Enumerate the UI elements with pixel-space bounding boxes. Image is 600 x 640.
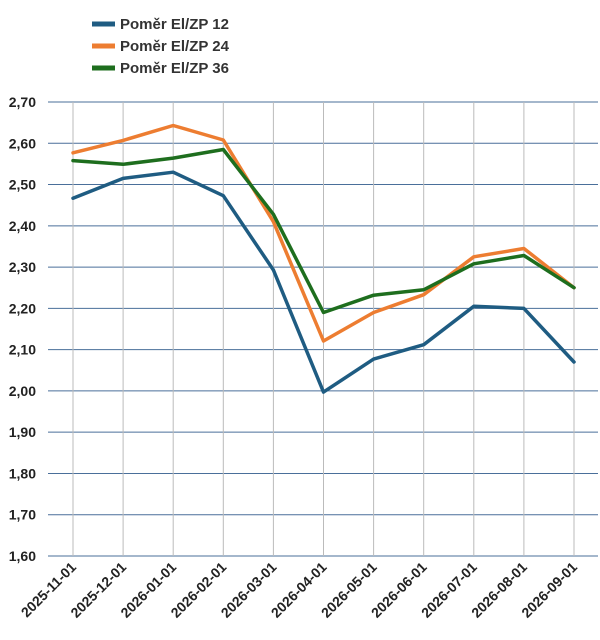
series-line-2 — [71, 123, 576, 343]
y-tick-label: 2,70 — [9, 94, 36, 110]
y-tick-label: 2,20 — [9, 300, 36, 316]
legend-label: Poměr El/ZP 12 — [120, 16, 229, 33]
y-tick-label: 2,10 — [9, 342, 36, 358]
series-lines — [71, 123, 576, 394]
x-axis-tick-labels: 2025-11-012025-12-012026-01-012026-02-01… — [18, 559, 581, 621]
y-tick-label: 2,30 — [9, 259, 36, 275]
y-tick-label: 1,70 — [9, 507, 36, 523]
y-tick-label: 2,60 — [9, 135, 36, 151]
y-tick-label: 1,80 — [9, 465, 36, 481]
y-tick-label: 1,60 — [9, 548, 36, 564]
y-axis-tick-labels: 1,60 1,70 1,80 1,90 2,00 2,10 2,20 2,30 2,40 2,50… — [9, 94, 36, 564]
y-tick-label: 2,00 — [9, 383, 36, 399]
legend-label: Poměr El/ZP 24 — [120, 38, 230, 55]
y-tick-label: 2,40 — [9, 218, 36, 234]
legend: Poměr El/ZP 12 Poměr El/ZP 24 Poměr El/ZP … — [92, 16, 230, 77]
y-tick-label: 1,90 — [9, 424, 36, 440]
legend-label: Poměr El/ZP 36 — [120, 60, 229, 77]
vertical-gridlines — [72, 102, 575, 556]
series-line-3 — [71, 147, 576, 315]
series-line-1 — [71, 170, 576, 394]
y-tick-label: 2,50 — [9, 177, 36, 193]
